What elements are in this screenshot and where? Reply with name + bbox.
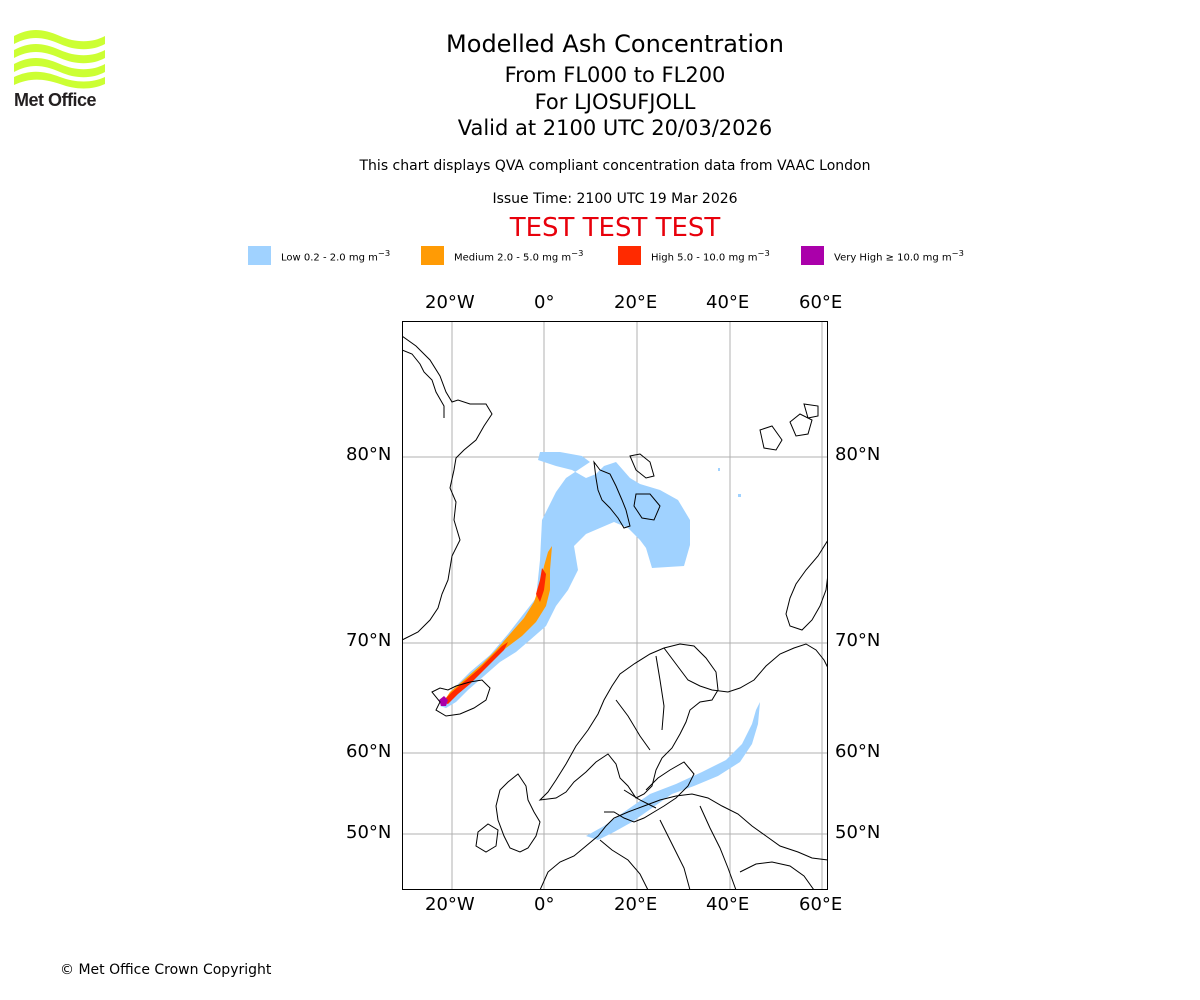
lon-tick-top-40e: 40°E bbox=[706, 292, 750, 313]
ash-high-plume-north bbox=[536, 568, 546, 602]
coast-franz-josef bbox=[759, 403, 819, 451]
copyright: © Met Office Crown Copyright bbox=[60, 962, 272, 978]
legend-swatch-high bbox=[618, 246, 641, 266]
gridlines bbox=[402, 321, 828, 890]
legend-exp-very-high: −3 bbox=[951, 248, 964, 258]
lat-tick-left-70n: 70°N bbox=[346, 630, 392, 651]
lon-tick-bottom-60e: 60°E bbox=[799, 894, 843, 915]
coast-greenland-north bbox=[402, 349, 445, 418]
legend-item-high: High 5.0 - 10.0 mg m−3 bbox=[618, 244, 770, 267]
coast-baltic bbox=[604, 761, 695, 823]
legend-label-medium: Medium 2.0 - 5.0 mg m bbox=[454, 252, 572, 264]
valid-time: Valid at 2100 UTC 20/03/2026 bbox=[457, 116, 773, 140]
legend-item-medium: Medium 2.0 - 5.0 mg m−3 bbox=[421, 244, 583, 267]
coast-svalbard bbox=[593, 460, 631, 529]
ash-high bbox=[442, 568, 546, 704]
lat-tick-left-80n: 80°N bbox=[346, 444, 392, 465]
logo-text: Met Office bbox=[14, 90, 97, 110]
legend-exp-low: −3 bbox=[377, 248, 391, 258]
test-banner: TEST TEST TEST bbox=[509, 213, 721, 243]
coast-finland-russia bbox=[663, 643, 828, 693]
lon-tick-top-60e: 60°E bbox=[799, 292, 843, 313]
map-frame bbox=[402, 321, 828, 890]
legend-label-high: High 5.0 - 10.0 mg m bbox=[651, 252, 758, 264]
coast-black-sea bbox=[739, 861, 815, 890]
lat-tick-left-50n: 50°N bbox=[346, 822, 392, 843]
coast-greenland bbox=[402, 335, 493, 641]
met-office-logo: Met Office bbox=[14, 30, 108, 112]
qva-note: This chart displays QVA compliant concen… bbox=[359, 158, 871, 174]
lat-tick-right-80n: 80°N bbox=[835, 444, 881, 465]
ash-low-eastern-band bbox=[586, 702, 760, 840]
legend-label-low: Low 0.2 - 2.0 mg m bbox=[281, 252, 378, 264]
lat-tick-right-60n: 60°N bbox=[835, 741, 881, 762]
lon-tick-top-20w: 20°W bbox=[425, 292, 475, 313]
lon-tick-top-20e: 20°E bbox=[614, 292, 658, 313]
lon-tick-bottom-20e: 20°E bbox=[614, 894, 658, 915]
ash-low bbox=[440, 452, 760, 840]
coast-edgeoya bbox=[633, 493, 661, 521]
met-office-waves-icon bbox=[14, 30, 105, 89]
legend-item-low: Low 0.2 - 2.0 mg m−3 bbox=[248, 244, 390, 267]
legend-label-very-high: Very High ≥ 10.0 mg m bbox=[834, 252, 952, 264]
legend-swatch-low bbox=[248, 246, 271, 266]
coast-borders bbox=[599, 655, 737, 890]
legend-exp-medium: −3 bbox=[571, 248, 584, 258]
coast-uk bbox=[495, 773, 541, 853]
ash-low-speck-east bbox=[738, 494, 741, 497]
lon-tick-bottom-0: 0° bbox=[534, 894, 555, 915]
issue-time: Issue Time: 2100 UTC 19 Mar 2026 bbox=[492, 191, 738, 207]
coast-novaya-zemlya bbox=[785, 539, 828, 631]
volcano-name: For LJOSUFJOLL bbox=[534, 90, 696, 114]
coastlines bbox=[402, 335, 828, 890]
ash-high-plume bbox=[442, 642, 508, 704]
lat-tick-right-50n: 50°N bbox=[835, 822, 881, 843]
ash-very-high-source bbox=[439, 696, 448, 706]
flight-level-range: From FL000 to FL200 bbox=[504, 63, 726, 87]
lon-tick-bottom-40e: 40°E bbox=[706, 894, 750, 915]
lon-tick-top-0: 0° bbox=[534, 292, 555, 313]
lat-tick-left-60n: 60°N bbox=[346, 741, 392, 762]
coast-europe-mainland bbox=[539, 793, 828, 890]
ash-medium-plume bbox=[442, 546, 552, 704]
legend-exp-high: −3 bbox=[757, 248, 770, 258]
chart-title: Modelled Ash Concentration bbox=[446, 30, 784, 58]
legend-swatch-medium bbox=[421, 246, 444, 266]
legend-swatch-very-high bbox=[801, 246, 824, 266]
coast-iceland bbox=[431, 679, 491, 717]
ash-medium bbox=[442, 546, 552, 704]
legend-item-very-high: Very High ≥ 10.0 mg m−3 bbox=[801, 244, 964, 267]
coast-scandinavia bbox=[538, 643, 719, 801]
coast-ireland bbox=[475, 823, 499, 853]
lat-tick-right-70n: 70°N bbox=[835, 630, 881, 651]
ash-low-speck-north bbox=[718, 468, 720, 471]
lon-tick-bottom-20w: 20°W bbox=[425, 894, 475, 915]
coast-nordaustlandet bbox=[629, 453, 655, 479]
ash-very-high bbox=[439, 696, 448, 706]
